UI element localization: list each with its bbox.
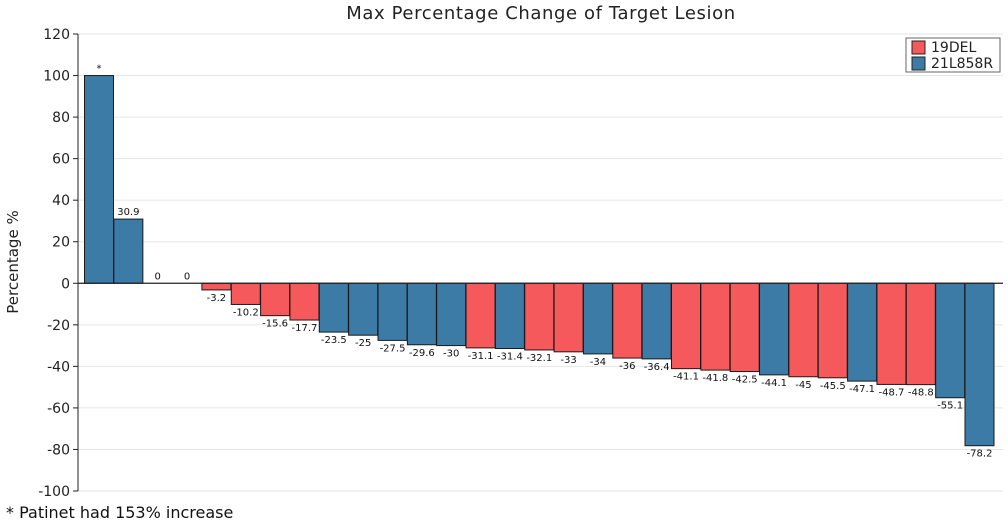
legend-label-19del: 19DEL (931, 40, 976, 56)
bar (260, 282, 291, 317)
bar-value-label: -31.1 (468, 351, 494, 362)
bar-value-label: -44.1 (761, 378, 787, 389)
bar-value-label: 30.9 (117, 207, 139, 218)
bar (201, 282, 232, 291)
bar-value-label: -25 (355, 338, 371, 349)
bar-value-label: -31.4 (497, 351, 523, 362)
bar (935, 282, 966, 399)
bar (113, 218, 144, 284)
bar (553, 282, 584, 353)
bar (671, 282, 701, 370)
bar-value-label: * (97, 64, 102, 75)
y-tick-label: -40 (47, 359, 70, 375)
y-tick-label: 20 (52, 235, 70, 251)
bar (700, 282, 731, 371)
bar (612, 282, 643, 359)
legend-swatch-19del (911, 40, 926, 55)
y-axis-title: Percentage % (4, 210, 22, 313)
y-tick-label: 120 (43, 27, 70, 43)
bar (348, 282, 379, 336)
bar-value-label: -41.1 (673, 372, 699, 383)
bar-value-label: -45.5 (820, 381, 846, 392)
y-tick-label: 0 (61, 276, 70, 292)
bar-value-label: -10.2 (233, 307, 259, 318)
bar-value-label: -33 (560, 355, 576, 366)
bar (641, 282, 672, 360)
bar-value-label: -3.2 (207, 293, 227, 304)
bar (876, 282, 907, 385)
legend-label-21l858r: 21L858R (931, 56, 993, 72)
bar (905, 282, 936, 386)
y-tick-label: -100 (38, 484, 70, 500)
bar-value-label: 0 (155, 271, 161, 282)
bar (406, 282, 437, 346)
gridlines (78, 33, 1003, 492)
bar (230, 282, 261, 305)
bar (84, 75, 114, 284)
bar (759, 282, 790, 376)
bar-value-label: -34 (590, 357, 606, 368)
axes: 120 100 80 60 40 20 0 -20 -40 -60 -80 -100 (38, 27, 1003, 500)
y-tick-label: 40 (52, 193, 70, 209)
bar (847, 282, 878, 382)
bar (729, 282, 760, 373)
bar-value-label: -17.7 (292, 323, 318, 334)
bar-value-label: -30 (443, 349, 459, 360)
bar-value-label: -29.6 (409, 348, 435, 359)
legend: 19DEL 21L858R (905, 37, 1001, 73)
bar-value-label: -42.5 (732, 375, 758, 386)
chart-title: Max Percentage Change of Target Lesion (346, 3, 735, 24)
bar (964, 282, 995, 447)
bars: *30.90 0-3.2-10.2-15.6 -17.7-23.5 -25 -27.5-… (84, 64, 995, 460)
bar-value-label: -48.8 (908, 388, 934, 399)
bar (788, 282, 819, 378)
bar (318, 282, 349, 333)
bar (817, 282, 848, 379)
bar (465, 282, 496, 349)
bar (377, 282, 408, 341)
y-tick-label: -80 (47, 442, 70, 458)
bar-value-label: -15.6 (262, 319, 288, 330)
bar-value-label: -47.1 (849, 384, 875, 395)
bar (289, 282, 320, 321)
y-tick-label: 80 (52, 110, 70, 126)
bar (494, 282, 525, 349)
bar (436, 282, 467, 347)
bar-value-label: -32.1 (526, 353, 552, 364)
bar-value-label: -48.7 (879, 387, 905, 398)
y-tick-label: 60 (52, 152, 70, 168)
bar (524, 282, 555, 351)
bar-value-label: -55.1 (937, 401, 963, 412)
bar (582, 282, 613, 355)
legend-swatch-21l858r (911, 56, 926, 71)
y-tick-label: -20 (47, 318, 70, 334)
y-tick-label: -60 (47, 401, 70, 417)
bar-value-label: -36 (619, 361, 635, 372)
footnote: * Patinet had 153% increase (6, 503, 234, 522)
bar-value-label: -36.4 (644, 362, 670, 373)
bar-value-label: -78.2 (967, 449, 993, 460)
bar-value-label: -27.5 (380, 343, 406, 354)
bar-value-label: -23.5 (321, 335, 347, 346)
bar-value-label: 0 (184, 271, 190, 282)
bar-value-label: -45 (795, 380, 811, 391)
bar-value-label: -41.8 (702, 373, 728, 384)
y-tick-label: 100 (43, 69, 70, 85)
